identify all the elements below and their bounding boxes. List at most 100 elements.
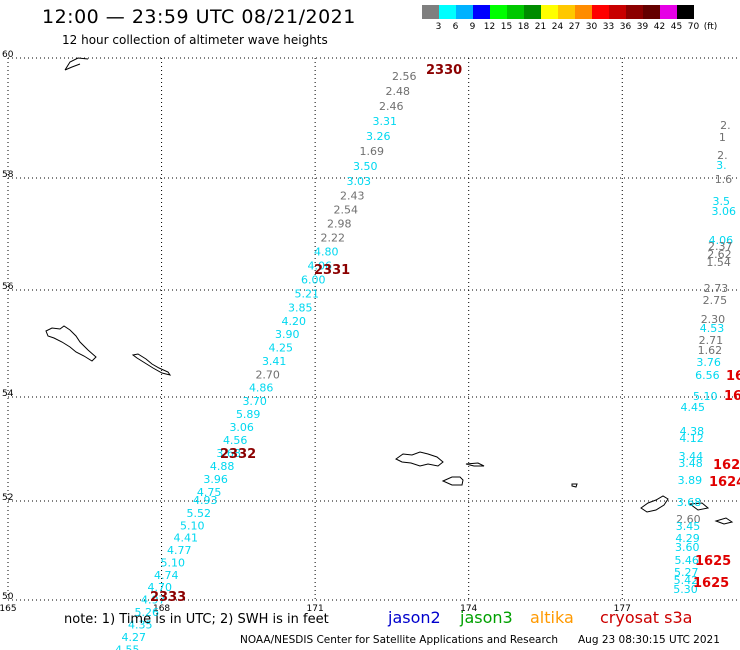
legend-label: 27 <box>568 22 581 32</box>
time-marks: 2330 2331 2332 2333 16 162 162 1624 1625 1625 <box>150 63 740 605</box>
legend-label: 18 <box>517 22 530 32</box>
legend-swatch <box>473 5 490 19</box>
longitude-tick-label: 177 <box>614 604 631 614</box>
wave-height-value: 6.56 <box>695 369 720 382</box>
longitude-tick-label: 165 <box>0 604 17 614</box>
wave-height-value: 3.31 <box>372 115 397 128</box>
wave-height-value: 3.89 <box>678 474 703 487</box>
wave-height-value: 3.70 <box>242 395 267 408</box>
legend-swatch <box>490 5 507 19</box>
wave-height-value: 5.26 <box>135 606 160 619</box>
wave-height-value: 4.27 <box>122 631 147 644</box>
wave-height-value: 2.98 <box>327 218 352 231</box>
wave-height-value: 2. <box>720 119 731 132</box>
time-mark: 2332 <box>220 447 256 462</box>
legend-label: 6 <box>452 22 459 32</box>
wave-height-value: 3.03 <box>346 175 371 188</box>
latitude-tick-label: 52 <box>2 493 13 503</box>
wave-height-value: 1.62 <box>698 344 723 357</box>
wave-height-value: 2.54 <box>333 204 358 217</box>
longitude-tick-label: 174 <box>460 604 477 614</box>
legend-swatch <box>643 5 660 19</box>
legend-swatch <box>575 5 592 19</box>
island-small-2 <box>441 476 464 486</box>
legend-label: 36 <box>619 22 632 32</box>
map-grid: 165 168 171 174 177 60 58 56 54 52 50 <box>0 50 740 614</box>
wave-height-value: 5.42 <box>674 574 699 587</box>
legend-label: 3 <box>435 22 442 32</box>
legend-swatch <box>541 5 558 19</box>
wave-height-value: 4.86 <box>249 382 274 395</box>
latitude-tick-label: 50 <box>2 592 14 602</box>
island-unimak <box>640 495 669 513</box>
time-mark: 2333 <box>150 590 186 605</box>
wave-height-value: 5.89 <box>236 408 261 421</box>
wave-height-value: 5.52 <box>187 507 212 520</box>
wave-height-value: 4.06 <box>307 260 332 273</box>
wave-height-value: 4.88 <box>210 460 235 473</box>
latitude-tick-label: 60 <box>2 50 14 60</box>
wave-height-value: 4.41 <box>174 532 199 545</box>
wave-height-value: 3.76 <box>696 356 721 369</box>
legend-swatches <box>422 5 719 19</box>
legend-label: 21 <box>534 22 547 32</box>
island-kodiak <box>45 325 97 362</box>
time-mark: 16 <box>726 369 740 384</box>
time-mark: 1625 <box>695 554 731 569</box>
wave-height-value: 2.30 <box>701 313 726 326</box>
island-small-4 <box>688 502 710 511</box>
time-mark: 2330 <box>426 63 462 78</box>
wave-height-value: 2.48 <box>385 85 410 98</box>
wave-height-value: 5.46 <box>674 554 699 567</box>
wave-height-value: 1 <box>719 131 726 144</box>
wave-height-value: 6.00 <box>301 274 326 287</box>
wave-height-value: 4.12 <box>679 432 704 445</box>
wave-height-value: 3.45 <box>676 520 701 533</box>
wave-height-value: 2.37 <box>708 240 733 253</box>
wave-height-value: 4.29 <box>675 532 700 545</box>
wave-height-value: 3.06 <box>229 421 254 434</box>
wave-height-value: 4.97 <box>141 594 166 607</box>
legend-label: (ft) <box>703 22 718 32</box>
footer-timestamp: Aug 23 08:30:15 UTC 2021 <box>578 634 720 646</box>
legend-label: 39 <box>636 22 649 32</box>
wave-height-value: 3.90 <box>275 328 300 341</box>
wave-height-value: 2.43 <box>340 190 365 203</box>
wave-height-value: 2.71 <box>699 334 724 347</box>
wave-height-value: 3.85 <box>288 301 313 314</box>
wave-height-value: 4.35 <box>128 619 153 632</box>
legend-label: 15 <box>500 22 513 32</box>
wave-height-value: 5.10 <box>161 556 186 569</box>
wave-height-value: 2.73 <box>704 282 729 295</box>
legend-swatch <box>422 5 439 19</box>
island-small-1 <box>465 462 485 467</box>
footer-credit: NOAA/NESDIS Center for Satellite Applica… <box>240 634 558 646</box>
wave-height-value: 3.06 <box>712 205 737 218</box>
legend-swatch <box>507 5 524 19</box>
longitude-tick-label: 171 <box>307 604 324 614</box>
legend-label: 9 <box>469 22 476 32</box>
wave-height-value: 2.56 <box>392 70 417 83</box>
wave-height-value: 4.45 <box>681 401 706 414</box>
wave-height-value: 5.27 <box>674 566 699 579</box>
track-right: 2.12.3.1.63.53.064.062.372.621.542.732.7… <box>673 119 736 596</box>
time-mark: 1625 <box>693 576 729 591</box>
satellite-label: jason2 <box>388 608 441 627</box>
latitude-tick-label: 54 <box>2 389 14 399</box>
legend-label: 70 <box>687 22 700 32</box>
wave-height-value: 3.48 <box>678 457 703 470</box>
wave-height-value: 4.77 <box>167 544 192 557</box>
legend-swatch <box>592 5 609 19</box>
legend-label: 45 <box>670 22 683 32</box>
island-small-5 <box>714 517 734 525</box>
wave-height-value: 4.93 <box>193 494 218 507</box>
legend-swatch <box>626 5 643 19</box>
wave-height-value: 4.55 <box>115 644 140 650</box>
wave-height-value: 4.25 <box>268 342 293 355</box>
island-small-3 <box>571 483 578 488</box>
legend-labels: 3 6 9 12 15 18 21 24 27 30 33 36 39 42 45 70 (ft) <box>422 22 719 32</box>
coastline-top-left <box>64 57 89 71</box>
wave-height-value: 2. <box>717 149 728 162</box>
wave-height-value: 4.20 <box>281 315 306 328</box>
wave-height-value: 2.75 <box>703 294 728 307</box>
